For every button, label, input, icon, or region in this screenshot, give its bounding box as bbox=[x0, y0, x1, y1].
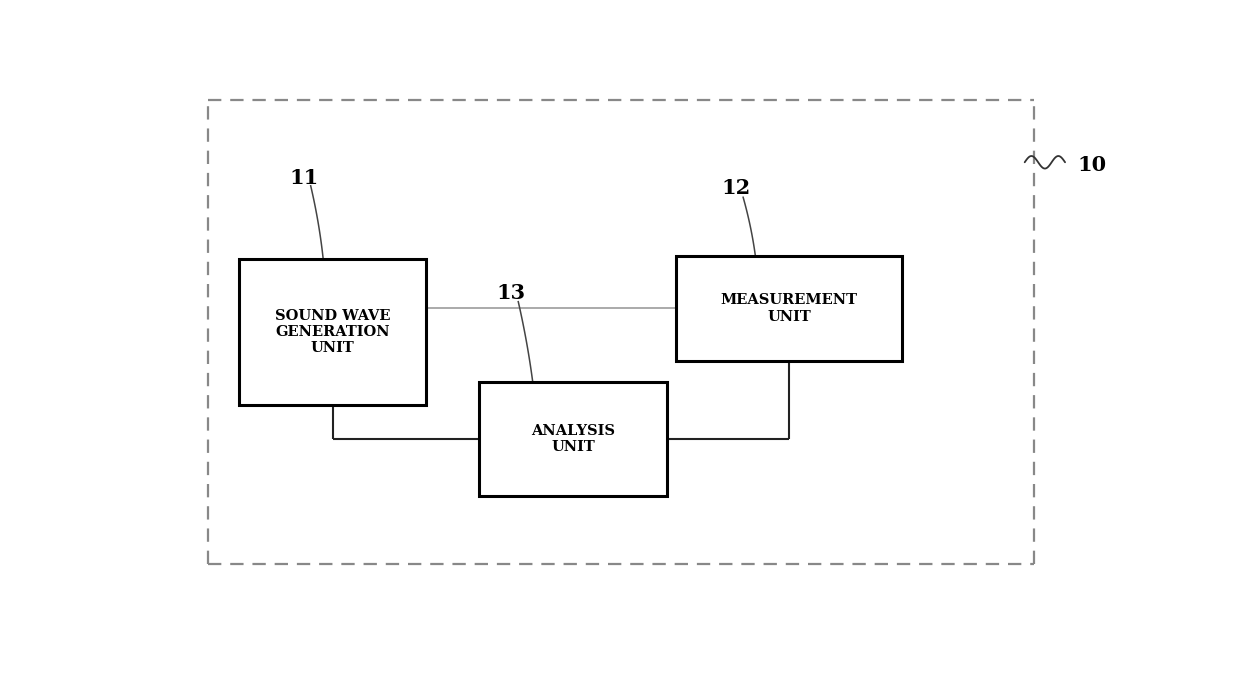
Bar bbox=[676, 256, 903, 361]
Text: 12: 12 bbox=[722, 178, 751, 199]
Text: 11: 11 bbox=[289, 168, 319, 188]
Text: MEASUREMENT
UNIT: MEASUREMENT UNIT bbox=[720, 294, 858, 323]
Bar bbox=[480, 382, 667, 496]
Text: 10: 10 bbox=[1078, 155, 1106, 175]
Bar bbox=[239, 259, 427, 405]
Text: ANALYSIS
UNIT: ANALYSIS UNIT bbox=[531, 424, 615, 454]
Text: 13: 13 bbox=[496, 283, 525, 303]
Text: SOUND WAVE
GENERATION
UNIT: SOUND WAVE GENERATION UNIT bbox=[275, 308, 391, 355]
